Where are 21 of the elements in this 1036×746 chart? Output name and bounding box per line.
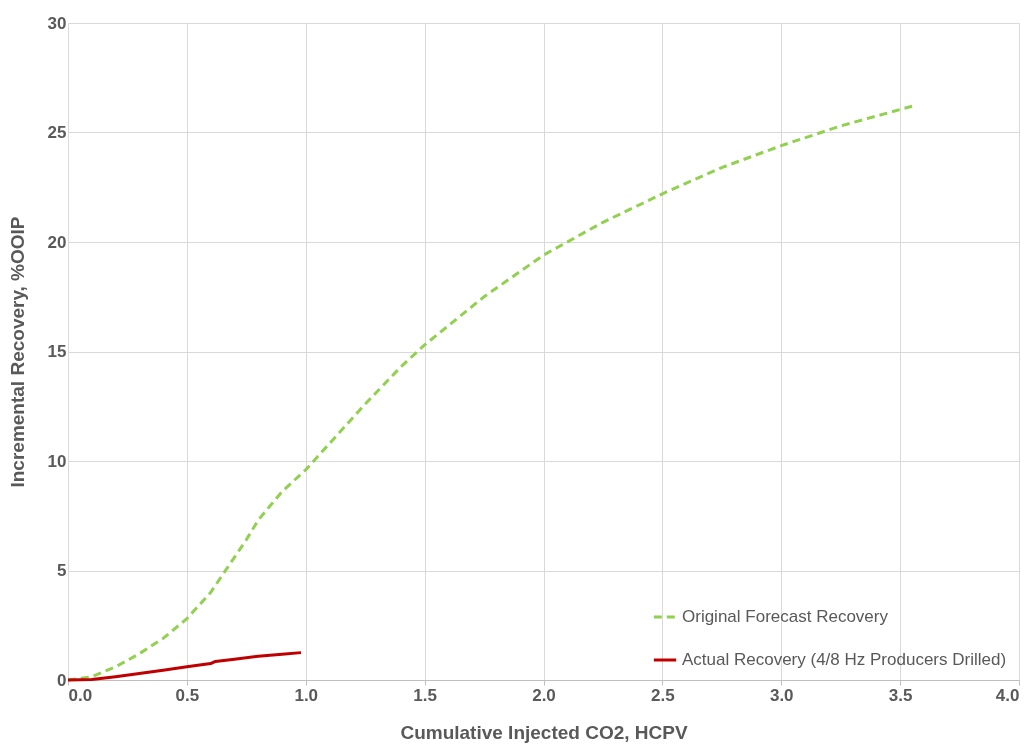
legend-label: Original Forecast Recovery <box>682 607 889 626</box>
y-tick-label: 20 <box>47 232 67 252</box>
x-tick-label: 3.0 <box>769 685 794 705</box>
y-tick-label: 25 <box>47 123 67 142</box>
x-tick-label: 0.5 <box>175 685 200 705</box>
y-axis-title: Incremental Recovery, %OOIP <box>6 216 28 488</box>
y-tick-label: 30 <box>47 13 67 33</box>
line-series <box>66 651 303 682</box>
x-tick-label: 3.5 <box>888 685 913 705</box>
x-tick-label: 1.5 <box>413 685 437 705</box>
y-tick-label: 0 <box>57 670 67 690</box>
y-tick-label: 5 <box>57 561 67 580</box>
x-tick-label: 0.0 <box>68 685 93 705</box>
x-axis-title: Cumulative Injected CO2, HCPV <box>400 721 688 743</box>
x-tick-label: 1.0 <box>294 685 319 705</box>
x-tick-label: 2.5 <box>651 685 675 705</box>
legend-label: Actual Recovery (4/8 Hz Producers Drilled) <box>682 650 1007 669</box>
x-tick-label: 2.0 <box>532 685 556 705</box>
x-tick-label: 4.0 <box>995 685 1020 705</box>
y-tick-label: 10 <box>47 451 67 471</box>
y-tick-label: 15 <box>47 342 67 361</box>
